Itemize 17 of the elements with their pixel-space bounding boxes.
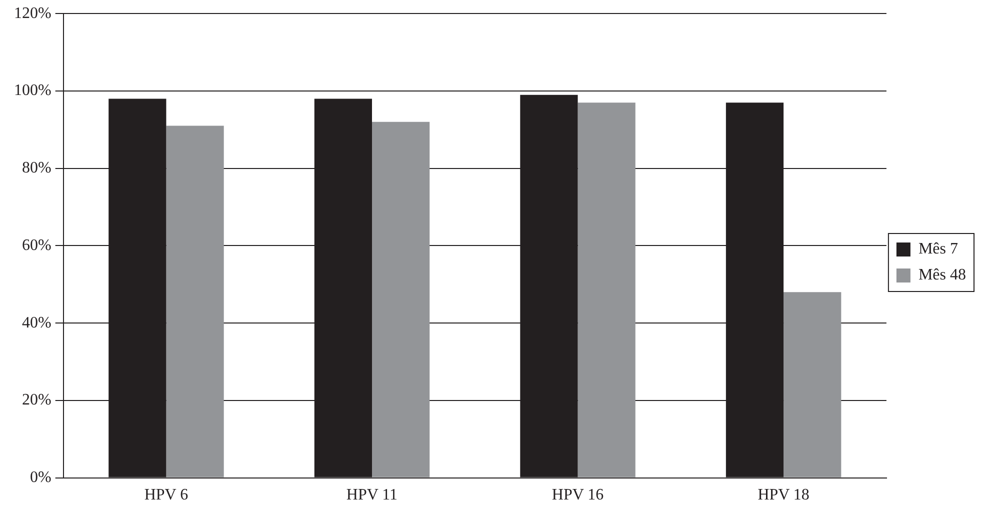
bar — [578, 102, 636, 478]
y-tick-label: 40% — [22, 314, 52, 332]
y-tick-label: 0% — [30, 469, 52, 486]
x-tick-label: HPV 11 — [346, 486, 398, 504]
y-tick-label: 80% — [22, 160, 52, 177]
x-tick-label: HPV 6 — [144, 486, 188, 504]
bar — [784, 292, 842, 478]
bar — [372, 122, 430, 478]
y-tick-label: 60% — [22, 236, 52, 254]
y-tick-label: 20% — [22, 392, 52, 409]
bar — [166, 126, 224, 478]
x-tick-label: HPV 18 — [758, 486, 810, 504]
x-tick-label: HPV 16 — [552, 486, 604, 504]
y-tick-label: 120% — [14, 4, 52, 22]
legend-label: Mês 48 — [918, 266, 966, 284]
y-tick-label: 100% — [14, 82, 52, 100]
legend-label: Mês 7 — [918, 240, 958, 258]
